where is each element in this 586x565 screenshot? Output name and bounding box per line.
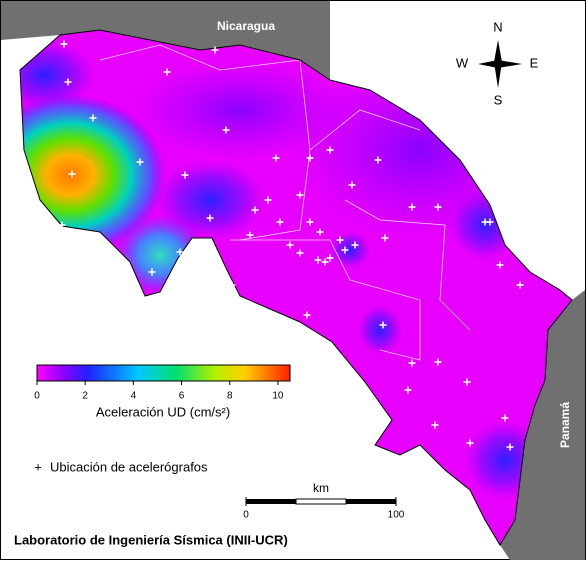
station-marker (506, 443, 514, 451)
station-marker (206, 214, 214, 222)
station-marker (276, 218, 284, 226)
station-marker (163, 68, 171, 76)
station-marker (228, 281, 236, 289)
station-marker (181, 171, 189, 179)
colorbar-label: Aceleración UD (cm/s²) (96, 404, 230, 419)
station-marker (381, 234, 389, 242)
scale-tick-label: 100 (388, 510, 405, 521)
station-marker (306, 218, 314, 226)
station-marker (246, 231, 254, 239)
station-marker (434, 203, 442, 211)
station-markers (58, 40, 524, 451)
panama-land (500, 290, 585, 560)
station-marker (351, 241, 359, 249)
station-marker (463, 378, 471, 386)
station-marker (296, 191, 304, 199)
station-marker (316, 228, 324, 236)
scale-unit: km (313, 481, 329, 495)
station-marker (222, 126, 230, 134)
station-marker (64, 78, 72, 86)
station-marker (264, 196, 272, 204)
station-marker (176, 248, 184, 256)
station-marker (60, 40, 68, 48)
station-marker (431, 421, 439, 429)
station-marker (303, 311, 311, 319)
compass-e: E (530, 55, 539, 70)
station-marker (336, 236, 344, 244)
station-marker (486, 218, 494, 226)
station-marker (148, 268, 156, 276)
station-marker (211, 46, 219, 54)
station-marker (408, 359, 416, 367)
colorbar (36, 364, 291, 382)
colorbar-ticks: 0 2 4 6 8 10 (34, 381, 284, 402)
legend-symbol: + (34, 459, 42, 474)
station-marker (306, 154, 314, 162)
colorbar-tick-label: 10 (272, 391, 284, 402)
station-marker (408, 203, 416, 211)
station-marker (379, 321, 387, 329)
colorbar-tick-label: 8 (227, 391, 233, 402)
colorbar-tick-label: 6 (179, 391, 185, 402)
colorbar-tick-label: 2 (82, 391, 88, 402)
colorbar-tick-label: 4 (131, 391, 137, 402)
station-marker (326, 146, 334, 154)
colorbar-tick-label: 0 (34, 391, 40, 402)
compass: N W E S (456, 19, 539, 107)
station-marker (58, 221, 66, 229)
station-marker (326, 254, 334, 262)
compass-n: N (493, 19, 502, 34)
station-marker (286, 241, 294, 249)
scale-bar: 0 100 (243, 497, 405, 521)
scale-tick-label: 0 (243, 510, 249, 521)
nicaragua-land (1, 1, 330, 80)
legend-label: Ubicación de acelerógrafos (50, 459, 208, 474)
station-marker (296, 249, 304, 257)
station-marker (434, 358, 442, 366)
station-marker (136, 158, 144, 166)
compass-w: W (456, 55, 469, 70)
station-marker (466, 439, 474, 447)
station-marker (251, 206, 259, 214)
compass-s: S (494, 92, 503, 107)
panama-label: Panamá (558, 402, 572, 448)
station-marker (374, 156, 382, 164)
station-marker (348, 181, 356, 189)
footer: Laboratorio de Ingeniería Sísmica (INII-… (14, 532, 288, 547)
station-marker (496, 261, 504, 269)
nicaragua-label: Nicaragua (217, 19, 275, 33)
station-marker (89, 114, 97, 122)
country-outline (19, 29, 573, 546)
station-marker (341, 246, 349, 254)
station-marker (516, 281, 524, 289)
station-marker (272, 154, 280, 162)
station-marker (314, 256, 322, 264)
station-marker (501, 414, 509, 422)
station-marker (68, 170, 76, 178)
station-marker (321, 258, 329, 266)
station-marker (404, 386, 412, 394)
